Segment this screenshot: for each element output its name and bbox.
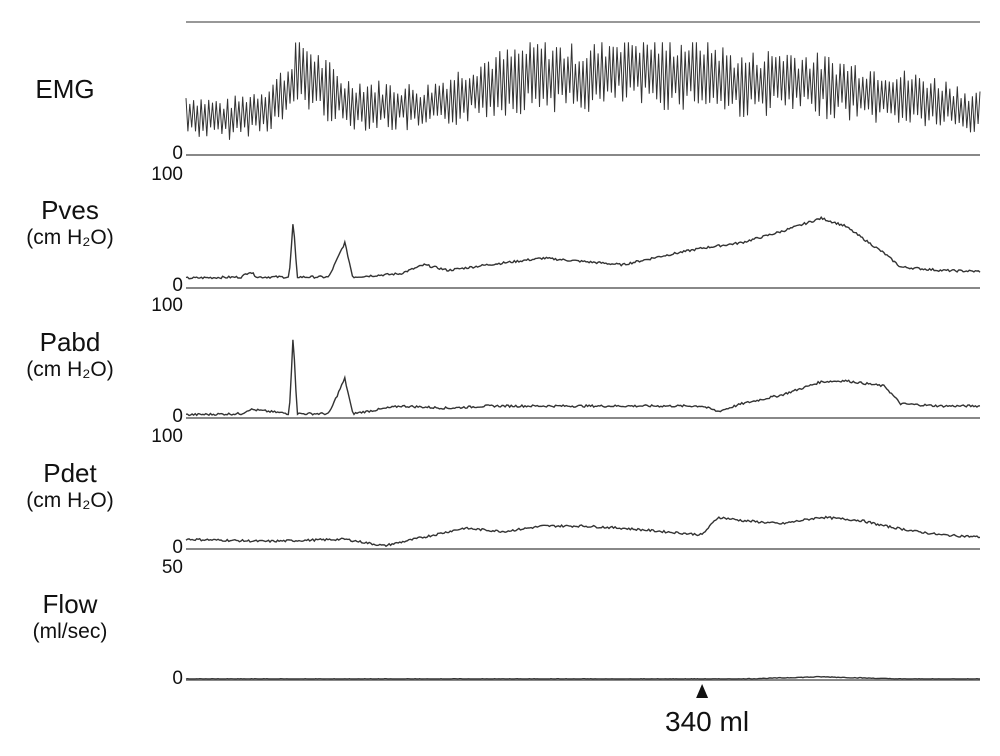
tick-flow-min: 0 [172, 668, 183, 689]
channel-label-flow: Flow (ml/sec) [5, 589, 135, 645]
tick-pdet-min: 0 [172, 537, 183, 558]
channel-unit-pdet: (cm H₂O) [26, 489, 114, 512]
channel-name-pabd: Pabd [39, 327, 101, 357]
channel-label-pabd: Pabd (cm H₂O) [5, 327, 135, 383]
tick-pabd-min: 0 [172, 406, 183, 427]
volume-annotation-label: 340 ml [665, 706, 750, 737]
tick-pabd-max: 100 [151, 295, 183, 316]
channel-label-pdet: Pdet (cm H₂O) [5, 458, 135, 514]
trace-pves [185, 215, 981, 280]
channel-unit-pves: (cm H₂O) [26, 226, 114, 249]
channel-label-emg: EMG [10, 74, 120, 104]
trace-pabd [186, 339, 981, 417]
channel-unit-pabd: (cm H₂O) [26, 358, 114, 381]
trace-flow [185, 675, 980, 680]
trace-emg [185, 42, 981, 140]
trace-pdet [185, 515, 981, 548]
tick-pves-min: 0 [172, 275, 183, 296]
channel-unit-flow: (ml/sec) [32, 620, 108, 643]
channel-name-flow: Flow [42, 589, 98, 619]
volume-marker-triangle [696, 684, 709, 698]
channel-name-pdet: Pdet [43, 458, 97, 488]
tick-pves-max: 100 [151, 164, 183, 185]
trace-group [185, 21, 981, 698]
tick-pdet-max: 100 [151, 426, 183, 447]
tick-emg-min: 0 [172, 143, 183, 164]
channel-name-emg: EMG [35, 74, 95, 104]
tick-flow-max: 50 [161, 557, 183, 578]
channel-name-pves: Pves [41, 195, 99, 225]
channel-label-pves: Pves (cm H₂O) [5, 195, 135, 251]
